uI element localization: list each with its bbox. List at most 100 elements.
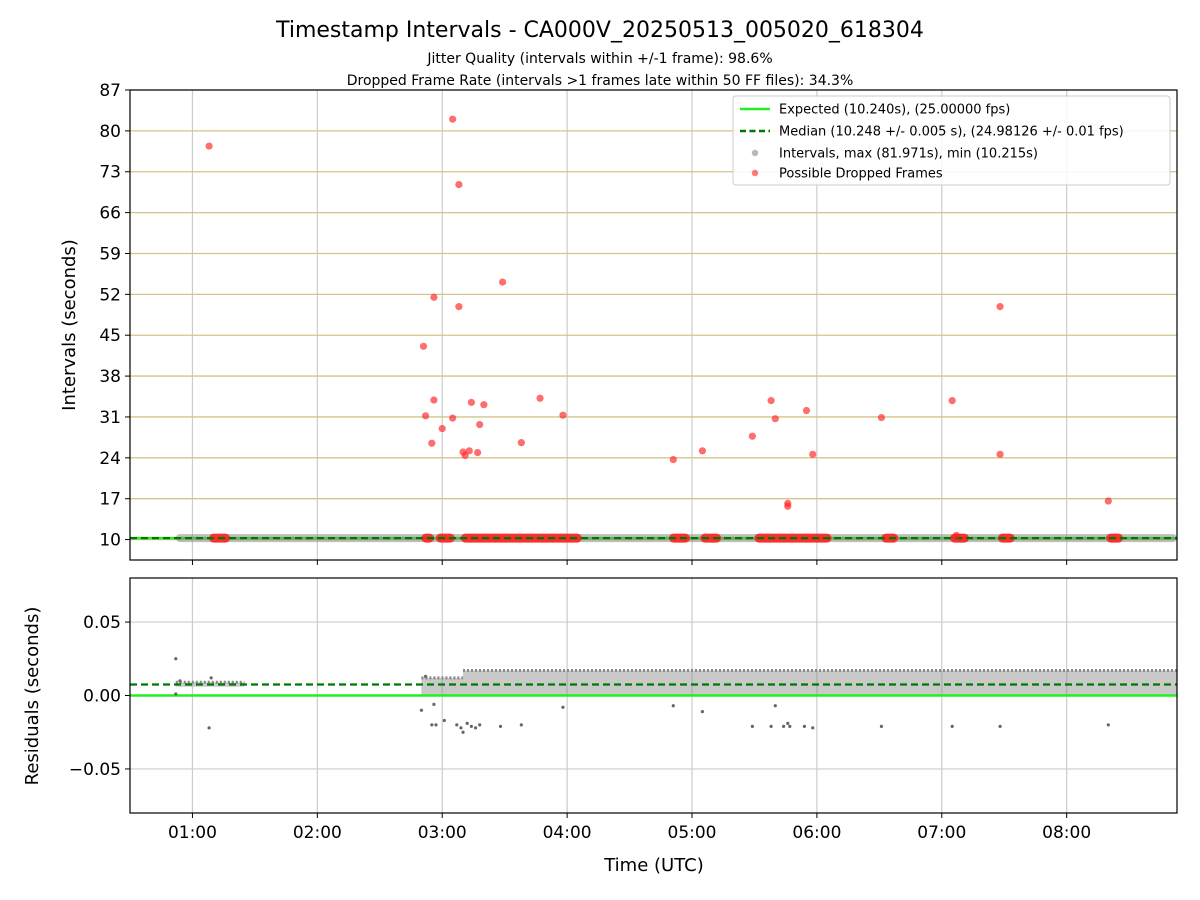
dropped-frame-point	[1104, 497, 1112, 505]
residuals-band	[463, 670, 1177, 696]
residual-point	[434, 723, 438, 727]
dropped-frame-point	[480, 401, 488, 409]
intervals-y-ticks: 10 17 24 31 38 45 52 59 66 73 80 87	[99, 81, 130, 551]
intervals-y-tick-label: 45	[99, 326, 121, 346]
intervals-x-ticks	[191, 560, 1068, 565]
residual-point	[178, 679, 182, 683]
intervals-y-tick-label: 52	[99, 285, 121, 305]
dropped-frame-point	[465, 447, 473, 455]
dropped-frames-cluster	[997, 533, 1015, 543]
dropped-frame-point	[430, 396, 438, 404]
intervals-y-tick-label: 80	[99, 122, 121, 142]
intervals-y-tick-label: 59	[99, 244, 121, 264]
dropped-frame-point	[449, 115, 457, 123]
intervals-panel: 10 17 24 31 38 45 52 59 66 73 80 87 Intervals (seco…	[59, 81, 1178, 565]
residuals-y-axis-label: Residuals (seconds)	[22, 607, 43, 786]
dropped-frame-point	[559, 411, 567, 419]
dropped-frame-point	[428, 439, 436, 447]
residual-point	[498, 724, 503, 728]
intervals-y-tick-label: 87	[99, 81, 121, 101]
dropped-frame-point	[536, 394, 544, 402]
dropped-frame-point	[476, 420, 484, 429]
legend: Expected (10.240s), (25.00000 fps) Media…	[732, 95, 1171, 186]
residual-point	[209, 676, 213, 680]
residual-point	[950, 724, 954, 728]
residual-point	[998, 724, 1002, 728]
residual-point	[174, 692, 178, 696]
residual-point	[455, 723, 459, 727]
intervals-y-tick-label: 73	[99, 163, 121, 183]
residuals-band	[421, 677, 464, 696]
intervals-plot-frame	[129, 89, 1178, 561]
intervals-y-tick-label: 66	[99, 204, 121, 224]
residuals-x-ticks: 01:00 02:00 03:00 04:00 05:00 06:00 07:00 08:00	[168, 813, 1091, 843]
x-tick-label: 08:00	[1042, 823, 1091, 843]
residuals-y-ticks: 0.05 0.00 −0.05	[69, 613, 130, 780]
residual-point	[786, 721, 790, 726]
residual-point	[811, 726, 815, 730]
residual-point	[802, 724, 807, 728]
dropped-frame-point	[205, 142, 213, 150]
legend-dropped-label: Possible Dropped Frames	[779, 167, 943, 182]
dropped-frame-point	[467, 398, 475, 406]
residual-point	[207, 726, 211, 730]
legend-dropped-swatch	[751, 169, 759, 177]
dropped-frame-point	[767, 397, 775, 405]
dropped-frame-point	[461, 451, 469, 460]
dropped-frame-point	[498, 278, 507, 286]
residual-point	[700, 710, 705, 714]
dropped-frame-point	[877, 413, 886, 422]
intervals-y-tick-label: 38	[99, 367, 121, 387]
x-tick-label: 07:00	[917, 823, 966, 843]
chart-subtitle-jitter: Jitter Quality (intervals within +/-1 fr…	[426, 51, 772, 67]
x-axis-label: Time (UTC)	[603, 855, 704, 876]
intervals-data	[130, 115, 1178, 543]
residuals-panel: 0.050.00−0.05 01:00 02:00 03:00 04:00 05:00 0…	[22, 577, 1178, 876]
dropped-frame-point	[748, 432, 756, 440]
dropped-frames-cluster	[669, 533, 690, 543]
residual-point	[781, 724, 786, 728]
residual-point	[459, 726, 463, 730]
residual-point	[469, 724, 473, 728]
legend-expected-label: Expected (10.240s), (25.00000 fps)	[779, 103, 1010, 118]
dropped-frame-point	[430, 293, 438, 301]
x-tick-label: 04:00	[543, 823, 592, 843]
residual-point	[473, 726, 478, 730]
intervals-y-axis-label: Intervals (seconds)	[59, 239, 80, 411]
residual-point	[671, 704, 675, 708]
dropped-frame-point	[455, 303, 463, 311]
dropped-frame-point	[948, 397, 956, 405]
intervals-y-tick-label: 24	[99, 449, 121, 469]
x-tick-label: 01:00	[168, 823, 217, 843]
legend-median-label: Median (10.248 +/- 0.005 s), (24.98126 +…	[779, 125, 1124, 140]
dropped-frames-cluster	[435, 533, 455, 543]
residual-point	[419, 708, 424, 712]
dropped-frame-point	[771, 415, 779, 423]
residual-point	[773, 704, 777, 708]
dropped-frames-cluster	[700, 533, 722, 543]
chart-title: Timestamp Intervals - CA000V_20250513_00…	[275, 18, 924, 43]
dropped-frame-point	[669, 455, 677, 464]
dropped-frame-point	[455, 180, 463, 189]
dropped-frame-point	[784, 502, 792, 510]
intervals-y-tick-label: 10	[99, 531, 121, 551]
residual-point	[750, 724, 754, 728]
x-tick-label: 02:00	[293, 823, 342, 843]
legend-box	[732, 95, 1171, 186]
residual-point	[519, 723, 523, 727]
residual-point	[432, 702, 436, 706]
residual-point	[465, 721, 469, 726]
dropped-frame-point	[438, 425, 446, 433]
residual-point	[174, 657, 178, 661]
chart-subtitle-dropped: Dropped Frame Rate (intervals >1 frames …	[347, 73, 854, 89]
residuals-y-tick-label: 0.05	[83, 613, 121, 633]
legend-intervals-swatch	[751, 149, 759, 157]
residual-point	[879, 724, 884, 728]
dropped-frame-point	[698, 447, 707, 455]
residual-point	[478, 723, 482, 727]
x-tick-label: 05:00	[668, 823, 717, 843]
residual-point	[788, 724, 792, 728]
dropped-frame-point	[952, 531, 960, 540]
residual-point	[769, 724, 773, 728]
